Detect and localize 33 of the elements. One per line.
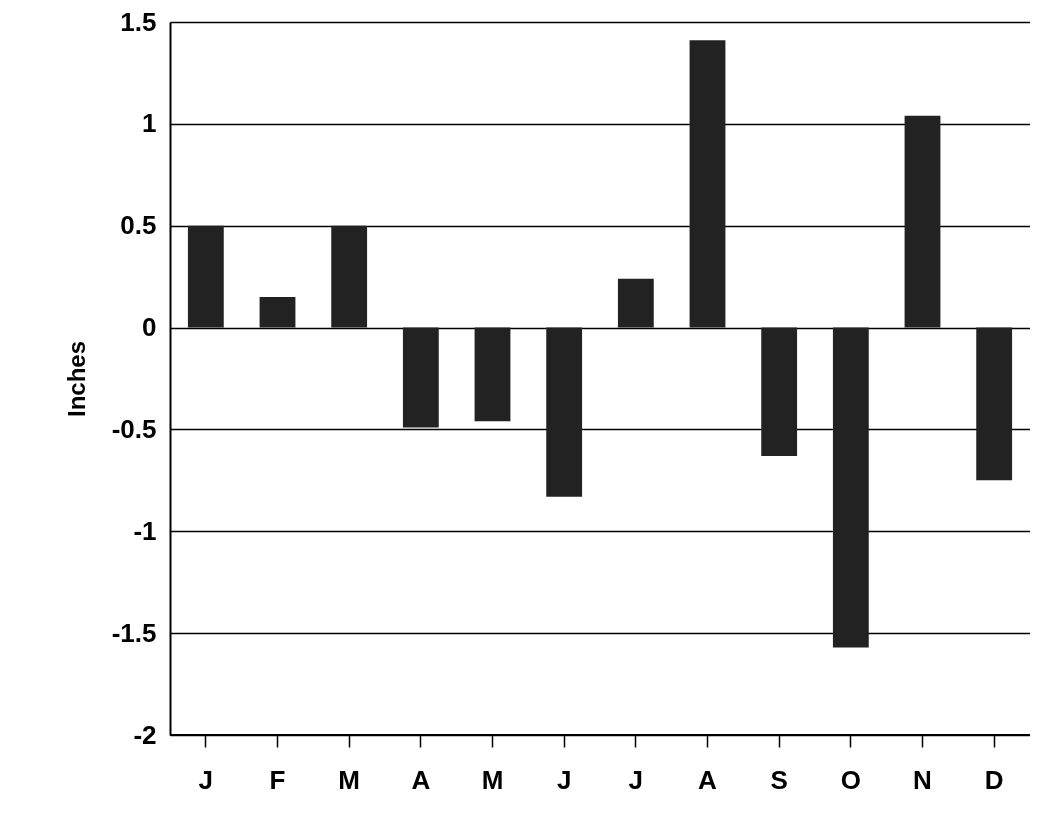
y-tick-label: -2 xyxy=(133,719,157,750)
y-tick-label: 1 xyxy=(142,108,157,139)
y-tick-label: -1 xyxy=(133,515,157,546)
x-tick-label: S xyxy=(770,764,788,795)
x-tick-label: N xyxy=(913,764,932,795)
bar xyxy=(187,225,224,328)
x-tick-label: O xyxy=(840,764,861,795)
x-tick-label: A xyxy=(411,764,431,795)
x-tick-label: F xyxy=(269,764,286,795)
x-tick-label: M xyxy=(481,764,504,795)
y-axis-title: Inches xyxy=(62,340,90,418)
bar xyxy=(259,297,296,328)
bar xyxy=(689,40,726,328)
y-tick-label: -0.5 xyxy=(111,413,157,444)
y-tick-label: 0 xyxy=(142,312,157,343)
y-tick-label: 1.5 xyxy=(120,6,157,37)
bar xyxy=(546,327,583,497)
y-tick-label: 0.5 xyxy=(120,210,157,241)
bar xyxy=(617,278,654,328)
bar xyxy=(832,327,869,648)
x-tick-label: J xyxy=(556,764,572,795)
x-tick-label: D xyxy=(984,764,1004,795)
bar xyxy=(976,327,1013,481)
y-tick-label: -1.5 xyxy=(111,617,157,648)
x-tick-label: M xyxy=(338,764,360,795)
bar xyxy=(761,327,798,456)
bar xyxy=(904,115,941,328)
x-tick-label: J xyxy=(628,764,644,795)
bar xyxy=(474,327,511,422)
bar xyxy=(402,327,439,428)
x-tick-label: A xyxy=(698,764,718,795)
bar xyxy=(331,225,368,328)
x-tick-label: J xyxy=(198,764,214,795)
